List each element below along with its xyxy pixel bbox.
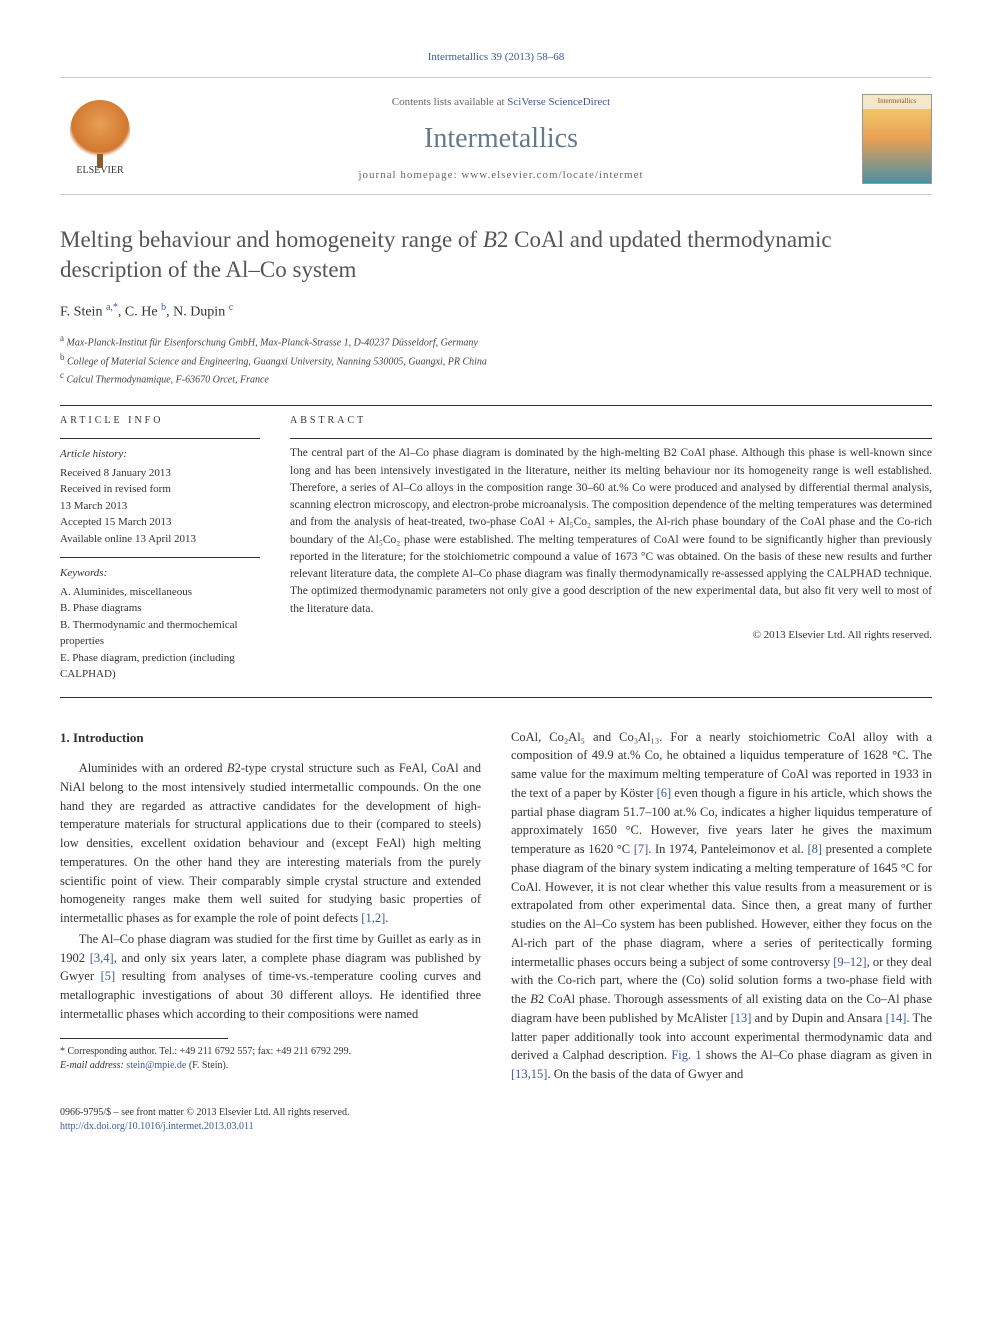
- contents-available: Contents lists available at SciVerse Sci…: [140, 95, 862, 110]
- abstract-text: The central part of the Al–Co phase diag…: [290, 445, 932, 618]
- contents-prefix: Contents lists available at: [392, 96, 507, 108]
- footnote-divider: [60, 1038, 228, 1039]
- affiliations: a Max-Planck-Institut für Eisenforschung…: [60, 332, 932, 387]
- email-who: (F. Stein).: [189, 1060, 228, 1071]
- homepage-url[interactable]: www.elsevier.com/locate/intermet: [461, 169, 643, 181]
- email-label: E-mail address:: [60, 1060, 124, 1071]
- header-citation: Intermetallics 39 (2013) 58–68: [60, 50, 932, 65]
- corresponding-author-footnote: * Corresponding author. Tel.: +49 211 67…: [60, 1045, 481, 1073]
- abstract-panel: ABSTRACT The central part of the Al–Co p…: [290, 414, 932, 682]
- article-info-label: ARTICLE INFO: [60, 414, 260, 428]
- doi-link[interactable]: http://dx.doi.org/10.1016/j.intermet.201…: [60, 1121, 254, 1132]
- cover-title: Intermetallics: [863, 95, 931, 109]
- abstract-label: ABSTRACT: [290, 414, 932, 428]
- journal-banner: ELSEVIER Contents lists available at Sci…: [60, 77, 932, 195]
- divider: [290, 438, 932, 439]
- divider: [60, 438, 260, 439]
- divider: [60, 697, 932, 698]
- journal-homepage: journal homepage: www.elsevier.com/locat…: [140, 168, 862, 183]
- keywords-head: Keywords:: [60, 566, 260, 581]
- paragraph: Aluminides with an ordered B2-type cryst…: [60, 759, 481, 928]
- history-body: Received 8 January 2013Received in revis…: [60, 465, 260, 548]
- article-title: Melting behaviour and homogeneity range …: [60, 225, 932, 285]
- journal-name: Intermetallics: [140, 119, 862, 158]
- body-column-right: CoAl, Co₂Al₅ and Co₃Al₁₃. For a nearly s…: [511, 728, 932, 1086]
- elsevier-tree-icon: [70, 100, 130, 160]
- issn-line: 0966-9795/$ – see front matter © 2013 El…: [60, 1106, 932, 1120]
- article-info-panel: ARTICLE INFO Article history: Received 8…: [60, 414, 260, 682]
- journal-cover-thumbnail[interactable]: Intermetallics: [862, 94, 932, 184]
- divider: [60, 557, 260, 558]
- history-head: Article history:: [60, 447, 260, 462]
- body-column-left: 1. Introduction Aluminides with an order…: [60, 728, 481, 1086]
- page-footer: 0966-9795/$ – see front matter © 2013 El…: [60, 1106, 932, 1134]
- divider: [60, 405, 932, 406]
- publisher-logo[interactable]: ELSEVIER: [60, 100, 140, 178]
- email-link[interactable]: stein@mpie.de: [126, 1060, 186, 1071]
- keywords-body: A. Aluminides, miscellaneousB. Phase dia…: [60, 584, 260, 683]
- abstract-copyright: © 2013 Elsevier Ltd. All rights reserved…: [290, 628, 932, 643]
- homepage-prefix: journal homepage:: [358, 169, 461, 181]
- section-heading: 1. Introduction: [60, 728, 481, 748]
- sciencedirect-link[interactable]: SciVerse ScienceDirect: [507, 96, 610, 108]
- corr-author-line: * Corresponding author. Tel.: +49 211 67…: [60, 1045, 481, 1059]
- paragraph: CoAl, Co₂Al₅ and Co₃Al₁₃. For a nearly s…: [511, 728, 932, 1084]
- paragraph: The Al–Co phase diagram was studied for …: [60, 930, 481, 1024]
- authors-line: F. Stein a,*, C. He b, N. Dupin c: [60, 301, 932, 322]
